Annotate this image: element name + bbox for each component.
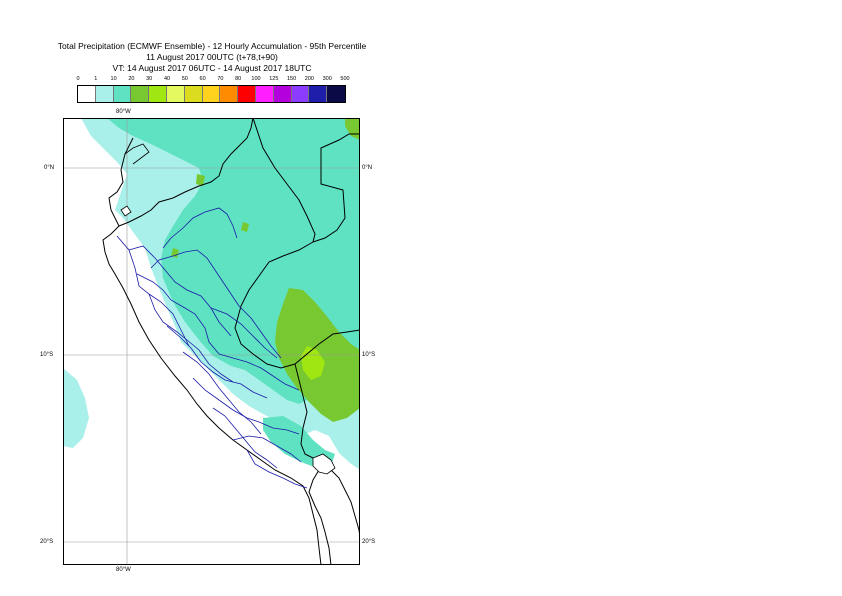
legend-swatch bbox=[291, 86, 310, 102]
legend-tick-label: 80 bbox=[235, 76, 242, 82]
precip-speck-1 bbox=[196, 174, 205, 186]
precipitation-legend: 0 1 10 20 30 40 50 60 70 80 100 125 150 200 300 500 bbox=[76, 76, 350, 104]
legend-tick-label: 300 bbox=[322, 76, 332, 82]
legend-swatch bbox=[255, 86, 274, 102]
legend-swatch bbox=[309, 86, 328, 102]
region-boundaries bbox=[116, 207, 308, 489]
legend-tick-labels: 0 1 10 20 30 40 50 60 70 80 100 125 150 200 300 500 bbox=[76, 76, 350, 85]
lat-label-10-left: 10°S bbox=[40, 352, 54, 358]
legend-color-bar bbox=[77, 85, 346, 103]
title-line-1: Total Precipitation (ECMWF Ensemble) - 1… bbox=[57, 41, 367, 51]
colombia-border bbox=[252, 118, 360, 243]
legend-swatch bbox=[95, 86, 114, 102]
legend-swatch bbox=[202, 86, 221, 102]
title-line-2: 11 August 2017 00UTC (t+78,t+90) bbox=[146, 52, 278, 62]
legend-swatch bbox=[273, 86, 292, 102]
legend-swatch bbox=[78, 86, 96, 102]
legend-tick-label: 70 bbox=[217, 76, 224, 82]
ecuador-coast-detail bbox=[124, 143, 150, 165]
legend-tick-label: 60 bbox=[199, 76, 206, 82]
legend-tick-label: 20 bbox=[128, 76, 135, 82]
legend-swatch bbox=[166, 86, 185, 102]
precip-speck-2 bbox=[171, 248, 179, 258]
lat-label-0-left: 0°N bbox=[44, 165, 55, 171]
lat-label-10-right: 10°S bbox=[362, 352, 376, 358]
map-title: Total Precipitation (ECMWF Ensemble) - 1… bbox=[0, 41, 424, 74]
legend-swatch bbox=[113, 86, 132, 102]
lat-label-20-left: 20°S bbox=[40, 539, 54, 545]
title-line-3: VT: 14 August 2017 06UTC - 14 August 201… bbox=[112, 63, 312, 73]
legend-tick-label: 50 bbox=[181, 76, 188, 82]
coastline bbox=[102, 137, 322, 565]
legend-tick-label: 1 bbox=[94, 76, 98, 82]
legend-tick-label: 0 bbox=[76, 76, 80, 82]
lat-label-20-right: 20°S bbox=[362, 539, 376, 545]
map-panel bbox=[63, 118, 360, 565]
legend-swatch bbox=[220, 86, 239, 102]
legend-swatch bbox=[238, 86, 256, 102]
legend-tick-label: 30 bbox=[146, 76, 153, 82]
legend-tick-label: 10 bbox=[110, 76, 117, 82]
lon-label-bottom: 80°W bbox=[116, 567, 131, 573]
lake-titicaca bbox=[312, 453, 336, 475]
legend-tick-label: 40 bbox=[163, 76, 171, 82]
lon-label-top: 80°W bbox=[116, 109, 131, 115]
gulf-island bbox=[120, 205, 132, 217]
legend-tick-label: 100 bbox=[251, 76, 261, 82]
legend-tick-label: 500 bbox=[340, 76, 350, 82]
peru-ecuador-border bbox=[118, 118, 254, 227]
precip-speck-3 bbox=[241, 222, 249, 232]
legend-swatch bbox=[327, 86, 345, 102]
brazil-border bbox=[234, 241, 360, 369]
lat-label-0-right: 0°N bbox=[362, 165, 373, 171]
legend-tick-label: 200 bbox=[304, 76, 314, 82]
map-frame bbox=[63, 118, 360, 565]
legend-swatch bbox=[184, 86, 203, 102]
legend-tick-label: 125 bbox=[269, 76, 279, 82]
precip-area-light-coast bbox=[63, 368, 89, 448]
legend-tick-label: 150 bbox=[287, 76, 297, 82]
map-canvas bbox=[63, 118, 360, 565]
legend-swatch bbox=[149, 86, 167, 102]
legend-swatch bbox=[131, 86, 150, 102]
